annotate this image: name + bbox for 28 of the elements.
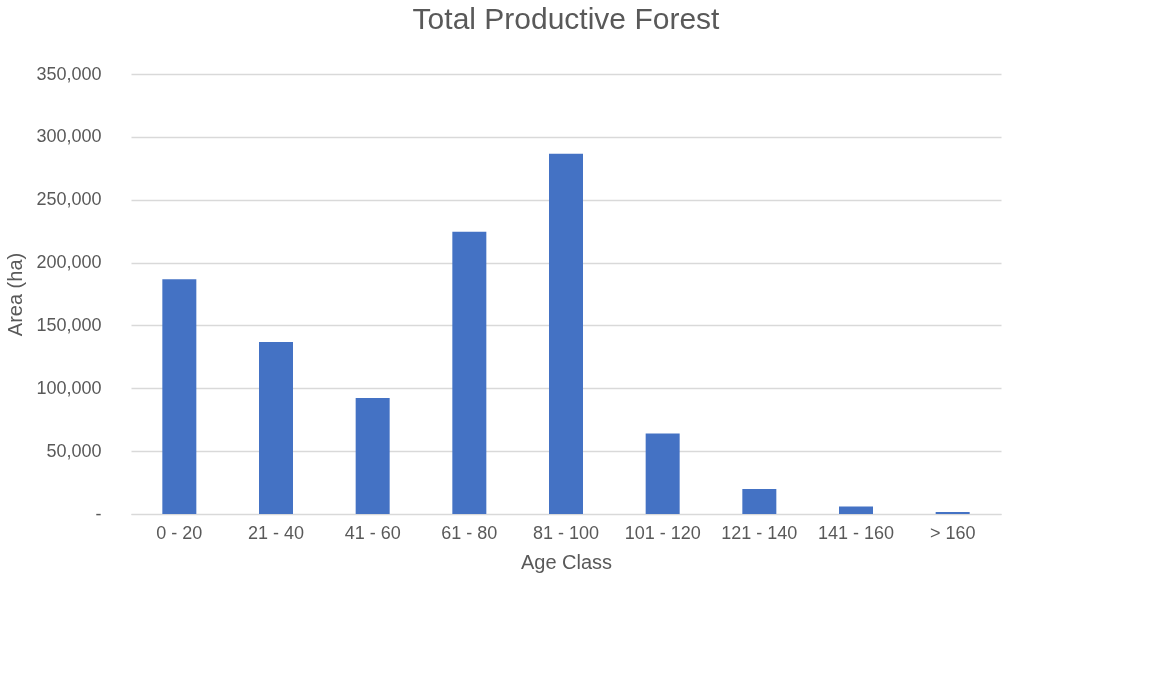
- bar: [162, 279, 197, 514]
- x-tick-label: 41 - 60: [344, 522, 401, 543]
- y-axis-title: Area (ha): [4, 252, 27, 337]
- y-tick-label: 200,000: [36, 252, 102, 273]
- x-tick-label: 101 - 120: [624, 522, 701, 543]
- bar: [259, 342, 293, 514]
- bar: [355, 398, 390, 514]
- x-tick-label: 121 - 140: [721, 522, 798, 543]
- y-tick-label: 250,000: [36, 189, 102, 210]
- y-tick-label: 50,000: [46, 440, 102, 461]
- x-tick-label: 81 - 100: [532, 522, 600, 543]
- y-tick-label: 150,000: [36, 314, 102, 335]
- x-tick-label: 141 - 160: [817, 522, 895, 543]
- x-tick-label: 0 - 20: [156, 522, 203, 543]
- bar: [839, 506, 873, 514]
- x-tick-label: 61 - 80: [441, 522, 498, 543]
- bar: [549, 153, 583, 514]
- x-tick-label: 21 - 40: [247, 522, 305, 543]
- y-tick-label: 350,000: [36, 63, 102, 84]
- y-tick-label: -: [95, 503, 102, 524]
- x-axis-title: Age Class: [520, 550, 613, 573]
- y-tick-label: 100,000: [36, 377, 102, 398]
- x-tick-label: > 160: [929, 522, 976, 543]
- bar: [645, 433, 680, 514]
- bar: [742, 488, 777, 514]
- chart-title: Total Productive Forest: [412, 2, 721, 35]
- y-tick-label: 300,000: [36, 126, 102, 147]
- bar: [452, 231, 487, 514]
